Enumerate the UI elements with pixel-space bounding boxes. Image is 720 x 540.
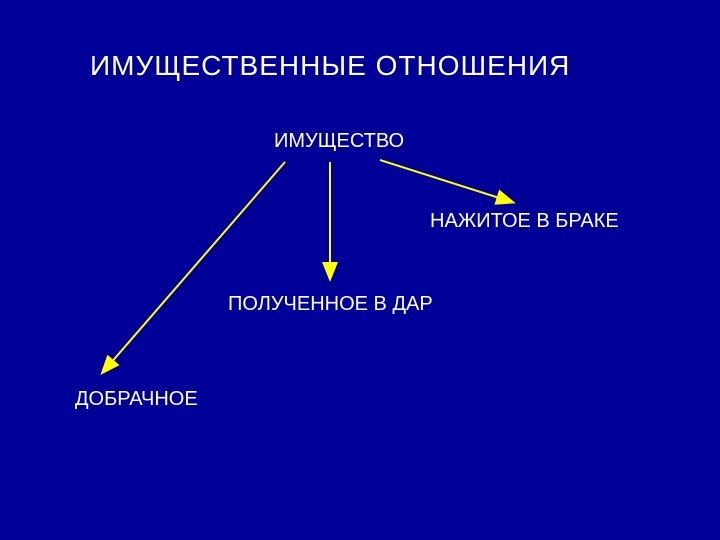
page-title: ИМУЩЕСТВЕННЫЕ ОТНОШЕНИЯ <box>90 50 570 82</box>
child-node-0: ДОБРАЧНОЕ <box>75 388 198 411</box>
arrow-2 <box>380 160 512 202</box>
child-node-1: ПОЛУЧЕННОЕ В ДАР <box>228 293 433 316</box>
root-node: ИМУЩЕСТВО <box>274 130 404 153</box>
child-node-2: НАЖИТОЕ В БРАКЕ <box>430 210 619 233</box>
arrow-0 <box>103 162 285 372</box>
